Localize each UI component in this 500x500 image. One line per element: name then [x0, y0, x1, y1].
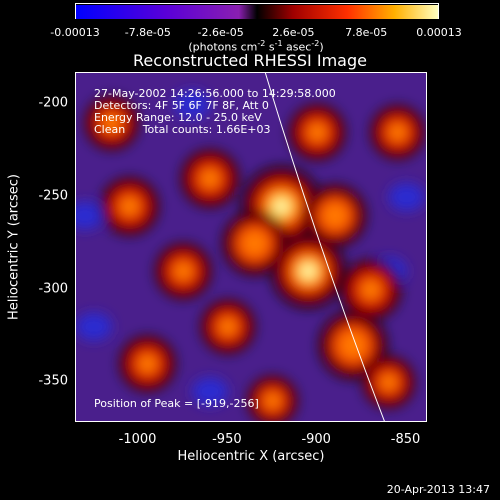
annotation-counts: Clean Total counts: 1.66E+03 — [94, 123, 271, 136]
colorbar-tick-label: -0.00013 — [50, 26, 100, 39]
colorbar-unit: (photons cm-2 s-1 asec-2) — [188, 39, 324, 54]
heatmap-low-region — [76, 201, 103, 230]
heatmap-blob — [102, 114, 121, 132]
x-tick-label: -900 — [301, 432, 331, 447]
heatmap-blob — [173, 261, 193, 281]
heatmap-blob — [380, 373, 398, 391]
heatmap-blob — [264, 392, 281, 410]
heatmap-blob — [200, 168, 220, 189]
annotation-energy: Energy Range: 12.0 - 25.0 keV — [94, 111, 262, 124]
x-tick-label: -950 — [212, 432, 242, 447]
heatmap-blob — [388, 123, 407, 142]
heatmap-blob — [307, 123, 327, 142]
heatmap-blob — [360, 279, 381, 300]
colorbar-tick-label: 0.00013 — [416, 26, 462, 39]
heatmap-blob — [218, 317, 237, 336]
y-tick-label: -300 — [38, 281, 68, 297]
y-axis-label: Heliocentric Y (arcsec) — [6, 174, 22, 320]
heatmap-blob — [120, 196, 140, 216]
heatmap-blob — [138, 354, 157, 373]
solar-limb-line — [264, 73, 385, 421]
heatmap-low-region — [192, 377, 229, 406]
x-axis-label: Heliocentric X (arcsec) — [177, 449, 325, 464]
x-tick-label: -850 — [390, 432, 421, 447]
heatmap-blob — [244, 232, 266, 254]
heatmap-low-region — [388, 183, 425, 212]
colorbar-tick-label: -2.6e-05 — [197, 26, 244, 39]
y-tick-label: -200 — [38, 95, 68, 111]
annotation-detectors: Detectors: 4F 5F 6F 7F 8F, Att 0 — [94, 99, 269, 112]
colorbar-tick-label: 2.6e-05 — [272, 26, 315, 39]
heatmap-blob — [301, 264, 316, 279]
annotation-time: 27-May-2002 14:26:56.000 to 14:29:58.000 — [94, 87, 336, 100]
footer-date: 20-Apr-2013 13:47 — [386, 483, 490, 496]
x-tick-label: -1000 — [118, 432, 157, 447]
heatmap-blob — [274, 199, 289, 214]
colorbar — [75, 3, 439, 19]
heatmap-image — [76, 73, 426, 421]
heatmap-blob — [324, 205, 346, 226]
heatmap-low-region — [174, 90, 211, 119]
heatmap-plot — [75, 72, 427, 422]
chart-title: Reconstructed RHESSI Image — [133, 51, 367, 70]
colorbar-tick-label: -7.8e-05 — [124, 26, 171, 39]
peak-position-label: Position of Peak = [-919,-256] — [94, 397, 259, 410]
colorbar-gradient — [76, 5, 438, 19]
y-tick-label: -250 — [38, 188, 68, 204]
y-tick-label: -350 — [38, 373, 68, 389]
heatmap-low-region — [76, 312, 112, 341]
colorbar-tick-label: 7.8e-05 — [345, 26, 388, 39]
